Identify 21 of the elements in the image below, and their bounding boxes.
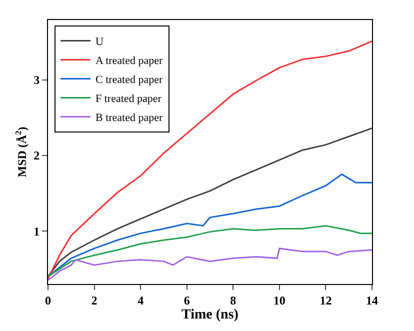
x-tick-label: 0 xyxy=(45,293,51,308)
x-tick-label: 12 xyxy=(320,293,332,308)
line-series xyxy=(48,127,372,278)
x-tick-label: 6 xyxy=(184,293,190,308)
x-tick-label: 8 xyxy=(230,293,236,308)
legend-label: A treated paper xyxy=(95,55,164,68)
legend-label: B treated paper xyxy=(95,112,164,124)
y-tick-label: 1 xyxy=(34,224,40,238)
line-series xyxy=(48,174,372,278)
x-tick-label: 4 xyxy=(138,293,144,308)
legend-label: F treated paper xyxy=(95,93,162,106)
y-tick-label: 2 xyxy=(34,148,40,163)
line-series xyxy=(48,248,372,281)
x-axis-title: Time (ns) xyxy=(182,308,239,323)
line-series xyxy=(48,225,372,278)
legend-label: C treated paper xyxy=(95,74,164,86)
x-tick-label: 10 xyxy=(273,293,286,308)
x-tick-label: 14 xyxy=(366,293,378,308)
y-tick-label: 3 xyxy=(34,72,40,87)
x-tick-label: 2 xyxy=(91,293,98,308)
legend-label: U xyxy=(95,36,104,48)
